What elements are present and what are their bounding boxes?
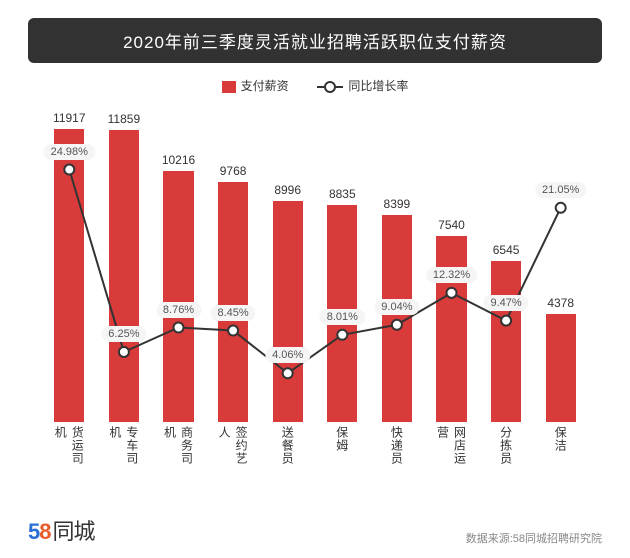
data-source: 数据来源:58同城招聘研究院 <box>466 530 602 546</box>
pct-label: 8.01% <box>320 309 365 325</box>
x-label: 快递员 <box>388 426 405 465</box>
x-label: 送餐员 <box>279 426 296 465</box>
legend-bar-label: 支付薪资 <box>241 79 289 93</box>
x-label: 分拣员 <box>498 426 515 465</box>
legend-bar-swatch <box>222 81 236 93</box>
pct-label: 12.32% <box>426 267 477 283</box>
legend-line-label: 同比增长率 <box>348 79 408 93</box>
legend-line-marker <box>317 86 343 88</box>
pct-label: 8.45% <box>210 305 255 321</box>
x-axis-labels: 货运司机专车司机商务司机签约艺人 送餐员 保姆 快递员 网店运营 分拣员 保洁 <box>42 422 588 472</box>
plot: 1191724.98%118596.25%102168.76%97688.45%… <box>42 102 588 422</box>
x-label: 货运司机 <box>52 426 86 472</box>
pct-label: 6.25% <box>101 326 146 342</box>
pct-label: 21.05% <box>535 182 586 198</box>
x-label: 专车司机 <box>107 426 141 472</box>
pct-label: 8.76% <box>156 302 201 318</box>
logo: 58同城 <box>28 514 95 546</box>
footer: 58同城 数据来源:58同城招聘研究院 <box>28 514 602 546</box>
pct-label: 24.98% <box>44 144 95 160</box>
pct-label: 4.06% <box>265 347 310 363</box>
x-label: 签约艺人 <box>216 426 250 472</box>
legend: 支付薪资 同比增长率 <box>0 77 630 94</box>
x-label: 商务司机 <box>162 426 196 472</box>
x-label: 保洁 <box>552 426 569 452</box>
x-label: 保姆 <box>334 426 351 452</box>
pct-label: 9.04% <box>374 299 419 315</box>
x-label: 网店运营 <box>435 426 469 472</box>
chart-area: 1191724.98%118596.25%102168.76%97688.45%… <box>28 102 602 472</box>
chart-title: 2020年前三季度灵活就业招聘活跃职位支付薪资 <box>28 18 602 63</box>
line-overlay <box>42 102 588 422</box>
pct-label: 9.47% <box>483 295 528 311</box>
